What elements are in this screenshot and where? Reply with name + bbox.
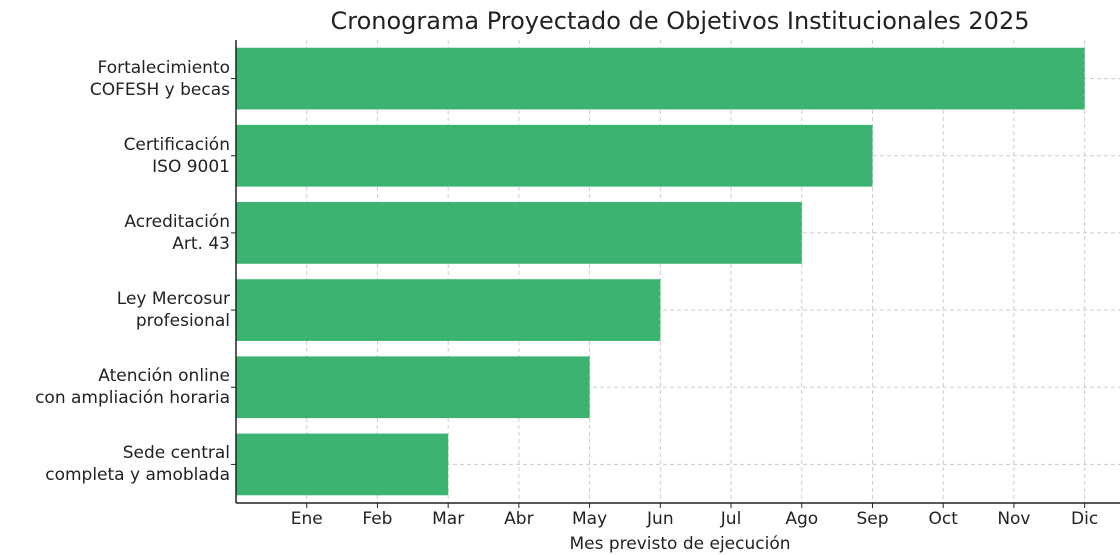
x-tick-label: Oct <box>928 509 958 529</box>
chart-title: Cronograma Proyectado de Objetivos Insti… <box>331 7 1030 35</box>
bar <box>236 279 661 341</box>
x-tick-label: Mar <box>432 509 464 529</box>
bar <box>236 433 449 496</box>
x-tick-label: Ene <box>291 509 323 529</box>
bar <box>236 47 1085 110</box>
x-tick-label: Jul <box>720 509 742 529</box>
y-tick-label: Ley Mercosur profesional <box>116 289 230 332</box>
bar <box>236 356 590 419</box>
x-tick-label: Sep <box>856 509 888 529</box>
y-tick-label: Fortalecimiento COFESH y becas <box>89 57 230 100</box>
x-tick-label: May <box>572 509 607 529</box>
x-tick-label: Ago <box>785 509 818 529</box>
bar <box>236 202 802 264</box>
bar <box>236 124 873 187</box>
x-tick-label: Feb <box>362 509 392 529</box>
x-tick-label: Nov <box>997 509 1030 529</box>
y-tick-label: Atención online con ampliación horaria <box>35 366 230 409</box>
y-tick-label: Certificación ISO 9001 <box>123 134 230 177</box>
x-axis-label: Mes previsto de ejecución <box>569 534 790 554</box>
y-tick-label: Sede central completa y amoblada <box>45 443 230 486</box>
x-tick-label: Dic <box>1071 509 1098 529</box>
x-tick-label: Abr <box>504 509 533 529</box>
x-tick-label: Jun <box>646 509 674 529</box>
y-tick-label: Acreditación Art. 43 <box>124 211 230 254</box>
